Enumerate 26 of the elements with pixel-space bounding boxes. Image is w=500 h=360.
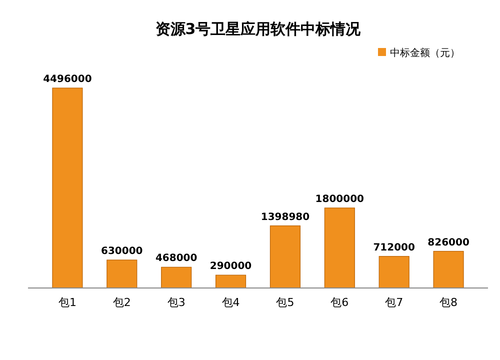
data-label: 826000 <box>428 237 470 248</box>
data-label: 630000 <box>101 246 143 257</box>
data-label: 1398980 <box>260 212 310 223</box>
data-label: 290000 <box>210 261 252 272</box>
bar <box>378 256 410 288</box>
x-tick-label: 包6 <box>330 296 349 309</box>
bar <box>52 88 83 288</box>
bar <box>433 250 464 288</box>
legend-label: 中标金额（元） <box>390 47 460 59</box>
data-label: 4496000 <box>43 74 92 85</box>
chart-title: 资源3号卫星应用软件中标情况 <box>155 20 362 38</box>
data-label: 712000 <box>373 242 416 254</box>
x-tick-label: 包5 <box>276 296 294 309</box>
x-tick-label: 包3 <box>167 296 186 309</box>
bar <box>324 208 355 288</box>
x-tick-label: 包2 <box>112 296 131 309</box>
x-tick-label: 包8 <box>440 296 458 309</box>
bar <box>106 260 138 288</box>
data-label: 1800000 <box>315 194 364 205</box>
bar <box>270 225 300 288</box>
x-tick-label: 包4 <box>222 296 240 309</box>
bar <box>161 266 192 288</box>
x-tick-label: 包7 <box>385 296 404 309</box>
bar <box>216 274 246 288</box>
data-label: 468000 <box>155 253 198 264</box>
x-tick-label: 包1 <box>58 296 76 309</box>
